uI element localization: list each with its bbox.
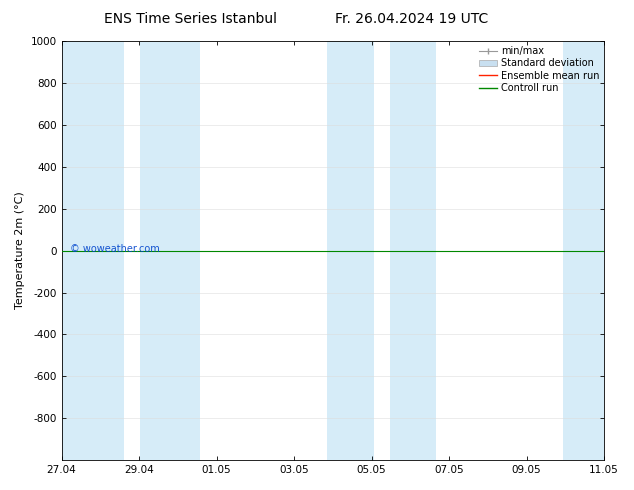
Y-axis label: Temperature 2m (°C): Temperature 2m (°C): [15, 192, 25, 310]
Bar: [564, 41, 604, 460]
Text: ENS Time Series Istanbul: ENS Time Series Istanbul: [104, 12, 276, 26]
Text: © woweather.com: © woweather.com: [70, 245, 159, 254]
Bar: [327, 41, 373, 460]
Bar: [61, 41, 124, 460]
Legend: min/max, Standard deviation, Ensemble mean run, Controll run: min/max, Standard deviation, Ensemble me…: [477, 44, 601, 95]
Text: Fr. 26.04.2024 19 UTC: Fr. 26.04.2024 19 UTC: [335, 12, 489, 26]
Bar: [140, 41, 200, 460]
Bar: [390, 41, 436, 460]
